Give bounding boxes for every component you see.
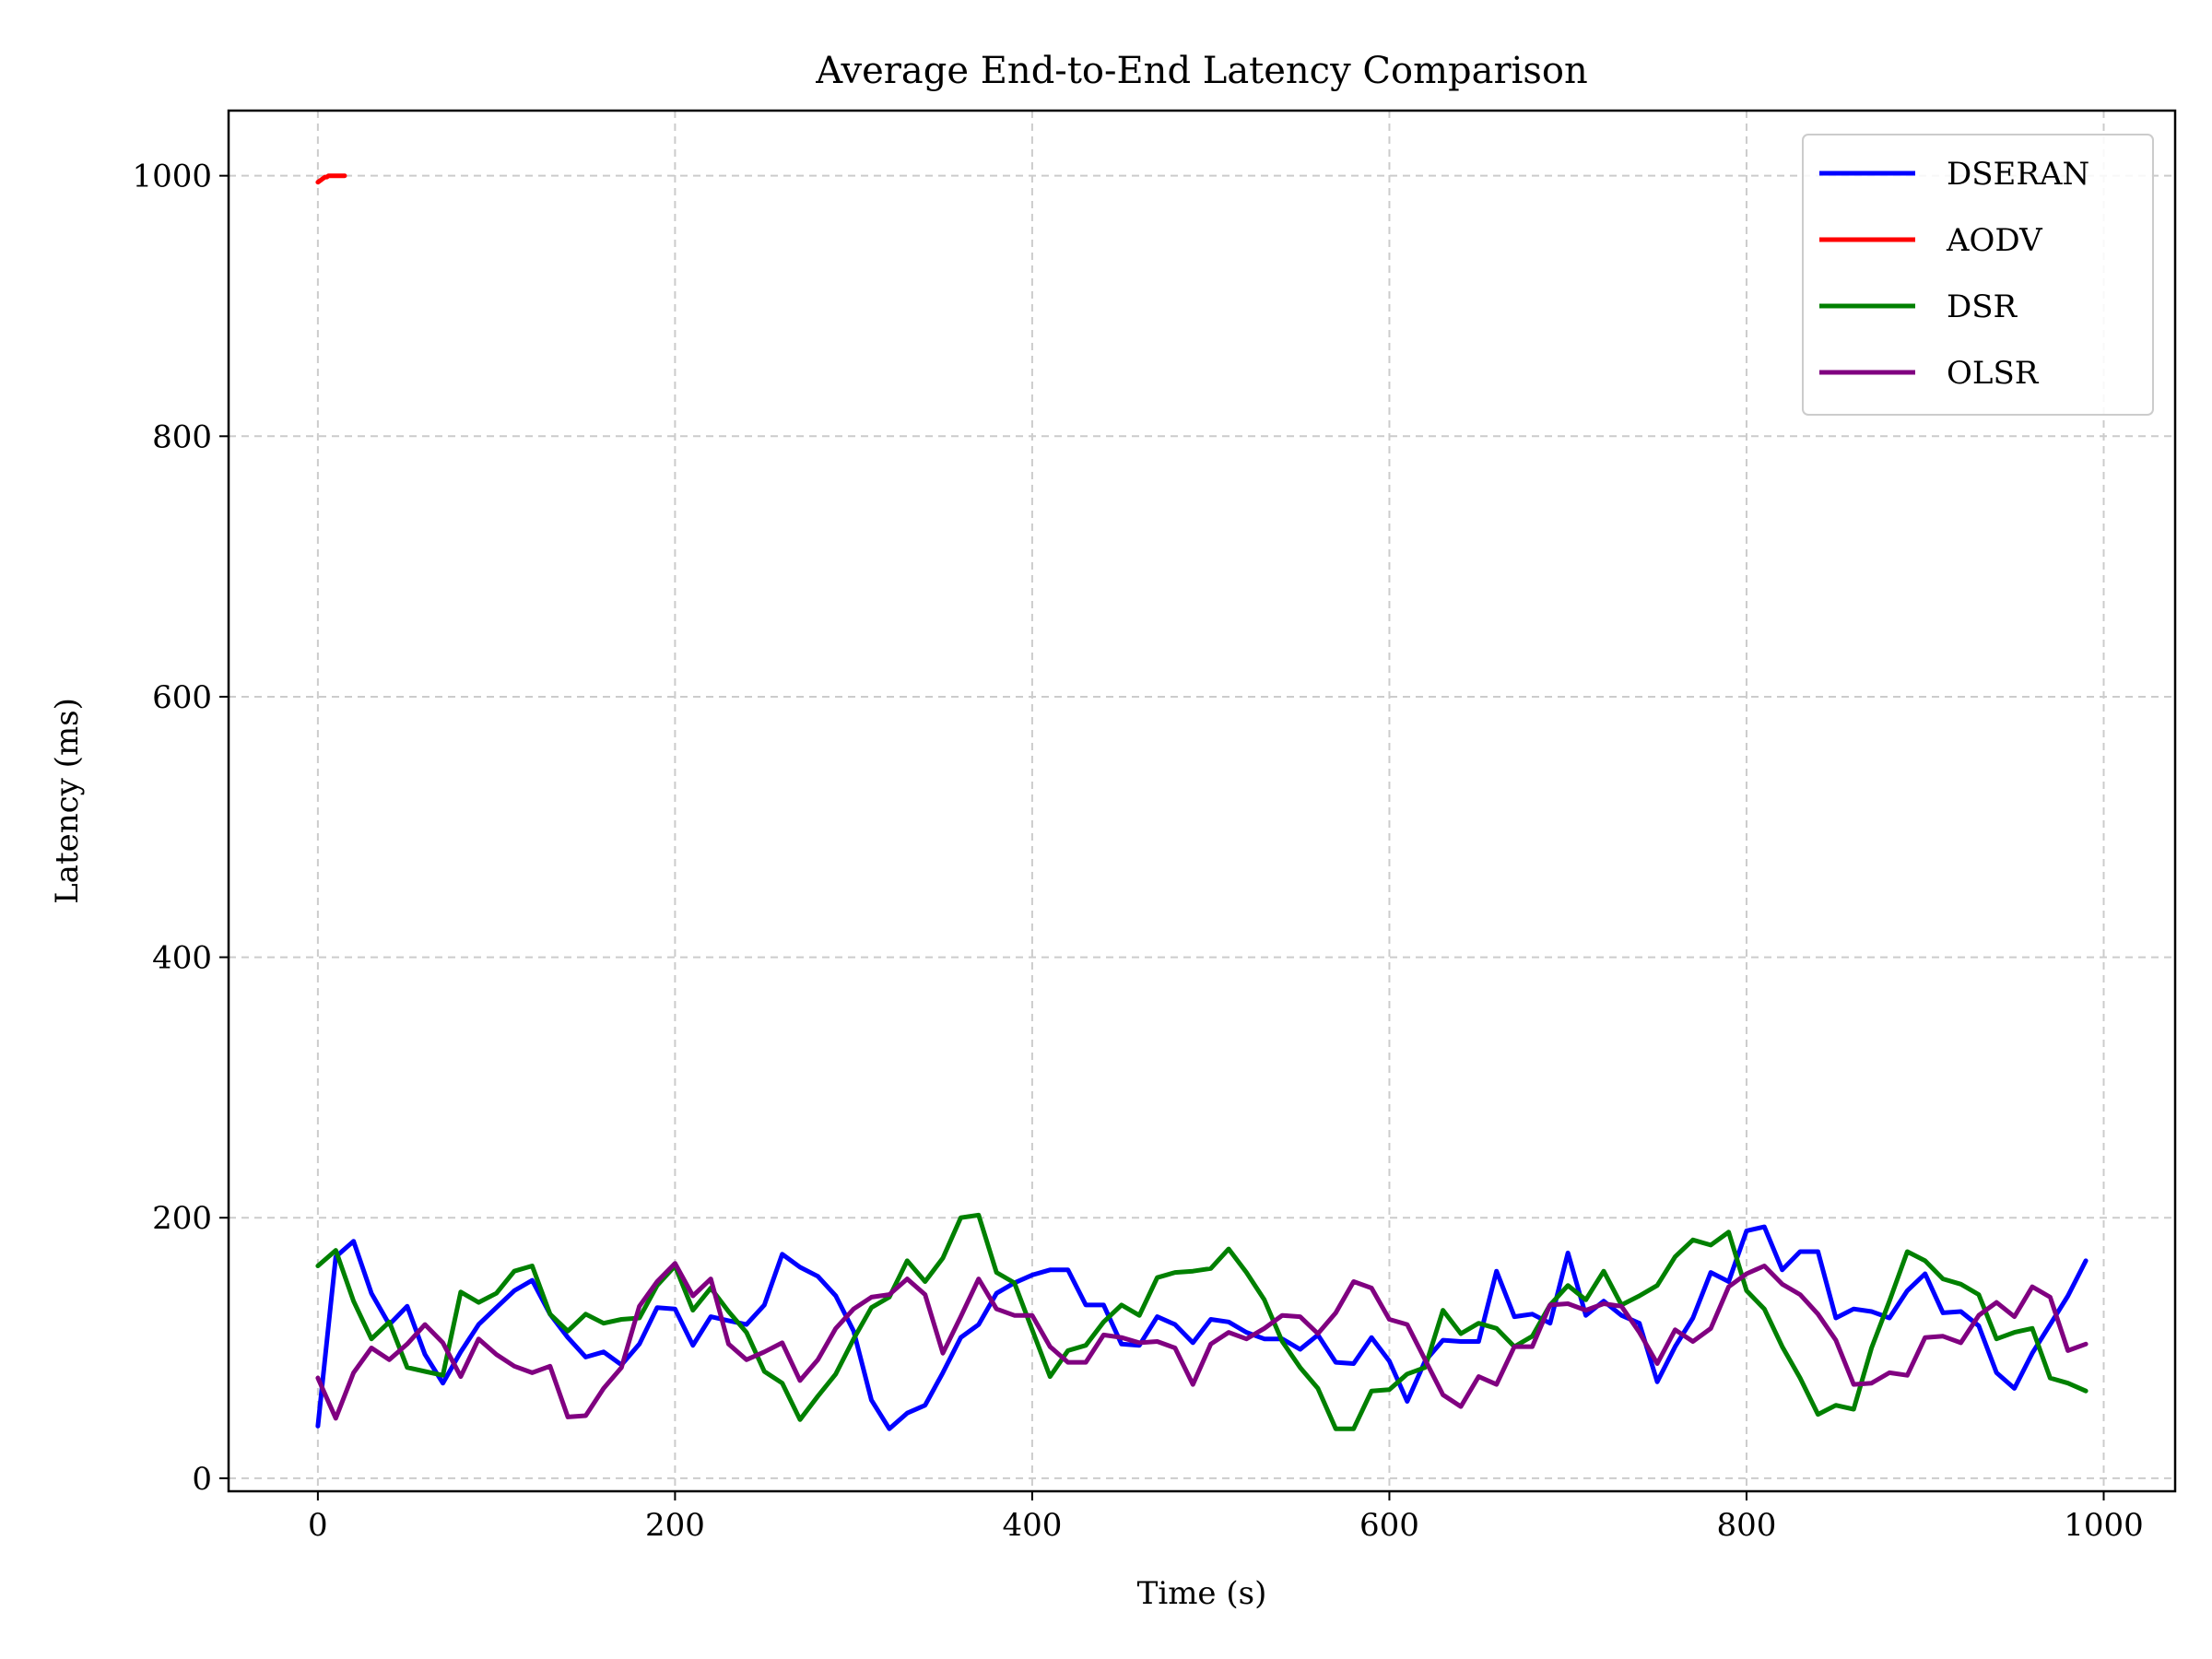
series-line-aodv: [315, 173, 347, 185]
y-tick-label: 600: [152, 679, 212, 716]
chart-title: Average End-to-End Latency Comparison: [815, 50, 1588, 92]
x-tick-label: 600: [1359, 1507, 1419, 1544]
x-axis: 0 200 400 600 800 1000: [308, 1491, 2144, 1544]
y-tick-label: 1000: [132, 159, 212, 195]
legend: DSERAN AODV DSR OLSR: [1802, 134, 2154, 416]
legend-label: DSERAN: [1947, 156, 2089, 193]
series-layer: [315, 173, 2088, 1431]
x-tick-label: 400: [1002, 1507, 1062, 1544]
series-line-olsr: [315, 1261, 2088, 1421]
y-axis-label: Latency (ms): [49, 698, 86, 904]
legend-label: OLSR: [1947, 355, 2040, 392]
legend-label: DSR: [1947, 288, 2018, 325]
x-axis-label: Time (s): [1137, 1575, 1267, 1612]
y-tick-label: 200: [152, 1200, 212, 1237]
y-tick-label: 800: [152, 418, 212, 455]
plot-area: [227, 109, 2177, 1493]
series-line-dsr: [315, 1212, 2088, 1431]
series-line-dseran: [315, 1224, 2088, 1431]
y-axis: 0 200 400 600 800 1000: [132, 159, 229, 1498]
y-tick-label: 0: [192, 1461, 212, 1498]
legend-label: AODV: [1946, 222, 2043, 259]
x-tick-label: 0: [308, 1507, 328, 1544]
grid: [229, 111, 2175, 1491]
legend-box: [1802, 134, 2154, 416]
y-tick-label: 400: [152, 940, 212, 977]
x-tick-label: 1000: [2064, 1507, 2144, 1544]
x-tick-label: 200: [645, 1507, 705, 1544]
x-tick-label: 800: [1717, 1507, 1777, 1544]
